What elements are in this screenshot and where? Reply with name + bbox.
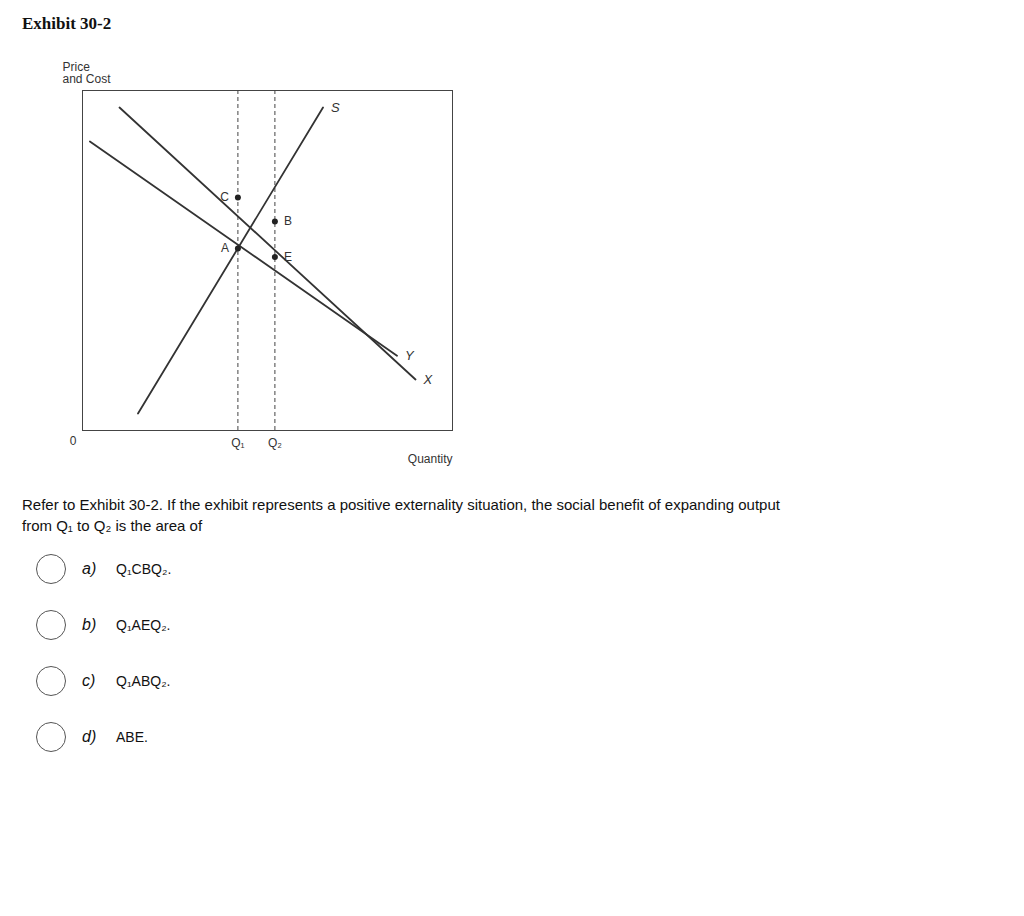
svg-text:Y: Y <box>405 348 415 363</box>
html-text:d): d) <box>82 728 97 745</box>
svg-text:B: B <box>284 214 292 228</box>
html-text:a): a) <box>82 560 97 577</box>
svg-text:E: E <box>284 250 292 264</box>
svg-text:Q₂: Q₂ <box>268 436 282 450</box>
html-text:ABE.: ABE. <box>116 729 148 745</box>
svg-text:C: C <box>220 190 229 204</box>
html-text:Q₁CBQ₂.: Q₁CBQ₂. <box>116 561 172 577</box>
svg-text:S: S <box>331 100 340 115</box>
html-text:c): c) <box>82 672 96 689</box>
html-text:Exhibit 30-2: Exhibit 30-2 <box>22 14 112 33</box>
html-text:Q₁ABQ₂.: Q₁ABQ₂. <box>116 673 171 689</box>
svg-text:A: A <box>221 241 229 255</box>
svg-text:Q₁: Q₁ <box>231 436 244 450</box>
svg-text:X: X <box>423 372 434 387</box>
html-text:b): b) <box>82 616 97 633</box>
html-text:Refer to Exhibit 30-2. If the: Refer to Exhibit 30-2. If the exhibit re… <box>22 496 780 534</box>
html-text:Q₁AEQ₂.: Q₁AEQ₂. <box>116 617 171 633</box>
svg-text:Quantity: Quantity <box>408 452 453 466</box>
svg-text:0: 0 <box>70 434 77 448</box>
svg-text:Priceand Cost: Priceand Cost <box>63 60 112 86</box>
